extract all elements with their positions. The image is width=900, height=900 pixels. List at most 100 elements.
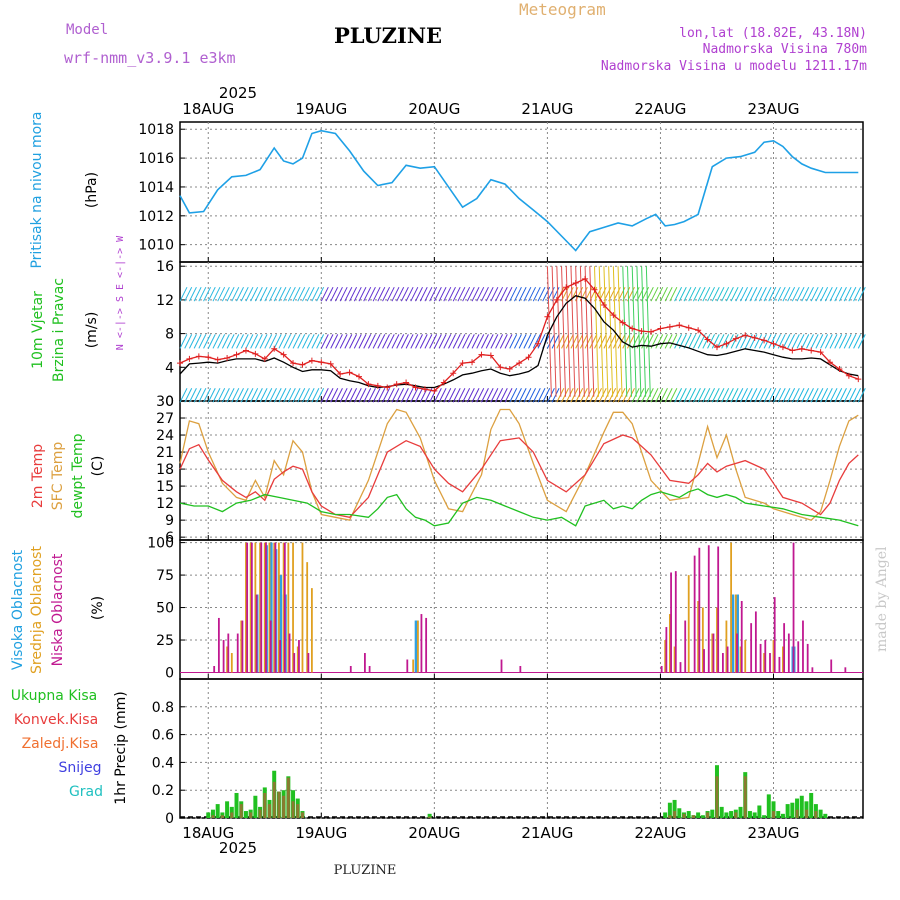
wind-direction-arrow	[848, 334, 857, 349]
wind-direction-arrow	[513, 286, 522, 302]
wind-direction-arrow	[763, 388, 772, 403]
wind-direction-arrow	[311, 286, 320, 302]
wind-direction-arrow	[810, 334, 819, 349]
date-label-top: 19AUG	[295, 100, 347, 118]
date-label-bottom: 18AUG	[182, 824, 234, 842]
precip-bar	[785, 804, 790, 818]
wind-direction-arrow	[523, 334, 532, 349]
wind-gust-marker	[224, 355, 231, 362]
wind-direction-arrow	[532, 334, 541, 349]
credit-label: made by Angel	[874, 546, 890, 652]
precip-bar	[795, 798, 800, 818]
wind-gust-marker	[619, 319, 626, 326]
sfc-title: SFC Temp	[50, 442, 66, 511]
wind-direction-arrow	[245, 388, 254, 403]
wind-direction-arrow	[302, 286, 310, 302]
convective-bar	[300, 812, 304, 818]
wind-gust-marker	[657, 325, 664, 332]
low-cloud-title: Niska Oblacnost	[50, 553, 66, 666]
wind-direction-arrow	[212, 388, 221, 403]
wind-gust-marker	[704, 336, 711, 343]
wind-direction-arrow	[240, 334, 249, 349]
wind-direction-arrow	[245, 286, 254, 302]
wind-direction-arrow	[334, 286, 343, 302]
wind-direction-arrow	[448, 388, 456, 403]
wind-direction-arrow	[810, 286, 819, 302]
wind-direction-arrow	[184, 334, 193, 349]
convective-bar	[734, 812, 738, 818]
wind-direction-arrow	[740, 388, 748, 403]
wind-title-1: 10m Vjetar	[30, 291, 46, 369]
wind-direction-arrow	[806, 334, 814, 349]
wind-direction-arrow	[254, 286, 263, 302]
wind-direction-arrow	[791, 334, 800, 349]
wind-direction-arrow	[669, 334, 678, 349]
y-tick-label: 30	[156, 394, 174, 410]
wind-gust-marker	[327, 360, 334, 367]
convective-bar	[282, 795, 286, 818]
wind-direction-arrow	[749, 334, 758, 349]
wind-direction-arrow	[504, 334, 513, 349]
wind-direction-arrow	[349, 334, 358, 349]
wind-direction-arrow	[231, 334, 240, 349]
wind-direction-arrow	[306, 388, 315, 403]
wind-direction-arrow	[344, 388, 353, 403]
wind-gust-marker	[374, 382, 381, 389]
wind-direction-arrow	[740, 286, 748, 302]
y-tick-label: 27	[156, 411, 174, 427]
wind-direction-arrow	[457, 286, 466, 302]
wind-direction-arrow	[438, 388, 447, 403]
wind-direction-arrow	[537, 286, 546, 302]
wind-direction-arrow	[316, 388, 325, 403]
y-tick-label: 0.4	[152, 755, 174, 771]
wind-direction-arrow	[627, 334, 635, 349]
wind-direction-arrow	[796, 388, 805, 403]
wind-direction-arrow	[725, 388, 734, 403]
wind-direction-arrow	[773, 286, 781, 302]
wind-direction-arrow	[259, 286, 268, 302]
wind-direction-arrow	[377, 388, 386, 403]
precip-bar	[700, 815, 705, 818]
wind-direction-arrow	[311, 388, 320, 403]
dewpt-title: dewpt Temp	[70, 433, 86, 518]
wind-gust-marker	[403, 379, 410, 386]
wind-gust-marker	[610, 312, 617, 319]
wind-direction-arrow	[721, 388, 730, 403]
wind-gust-marker	[666, 323, 673, 330]
wind-direction-arrow	[537, 334, 546, 349]
wind-direction-arrow	[424, 334, 433, 349]
convective-bar	[691, 815, 695, 818]
wind-direction-arrow	[584, 334, 593, 349]
wind-direction-arrow	[843, 286, 852, 302]
y-tick-label: 18	[156, 462, 174, 478]
precip-bar	[206, 812, 211, 818]
wind-direction-arrow	[259, 388, 268, 403]
altitude-label: Nadmorska Visina 780m	[703, 42, 868, 57]
precip-title: 1hr Precip (mm)	[113, 691, 129, 804]
precip-legend-item: Ukupna Kisa	[11, 688, 98, 704]
wind-direction-arrow	[254, 388, 263, 403]
wind-direction-arrow	[735, 388, 744, 403]
wind-direction-arrow	[363, 286, 372, 302]
wind-gust-marker	[242, 347, 249, 354]
wind-gust-marker	[384, 384, 391, 391]
wind-gust-marker	[299, 361, 306, 368]
wind-direction-arrow	[424, 286, 433, 302]
wind-direction-arrow	[499, 388, 508, 403]
convective-bar	[804, 809, 808, 818]
year-bottom: 2025	[219, 839, 257, 857]
wind-direction-arrow	[198, 388, 207, 403]
wind-direction-arrow	[664, 334, 673, 349]
wind-direction-arrow	[302, 388, 310, 403]
sfc-temp-line	[179, 408, 859, 521]
wind-direction-arrow	[801, 388, 810, 403]
wind-direction-arrow	[297, 388, 306, 403]
wind-direction-arrow	[650, 286, 659, 302]
wind-direction-arrow	[193, 334, 202, 349]
wind-direction-arrow	[400, 388, 409, 403]
high-cloud-title: Visoka Oblacnost	[10, 549, 26, 670]
wind-direction-arrow	[697, 286, 706, 302]
wind-direction-arrow	[655, 334, 664, 349]
convective-bar	[263, 792, 267, 818]
precip-bar	[686, 811, 691, 818]
